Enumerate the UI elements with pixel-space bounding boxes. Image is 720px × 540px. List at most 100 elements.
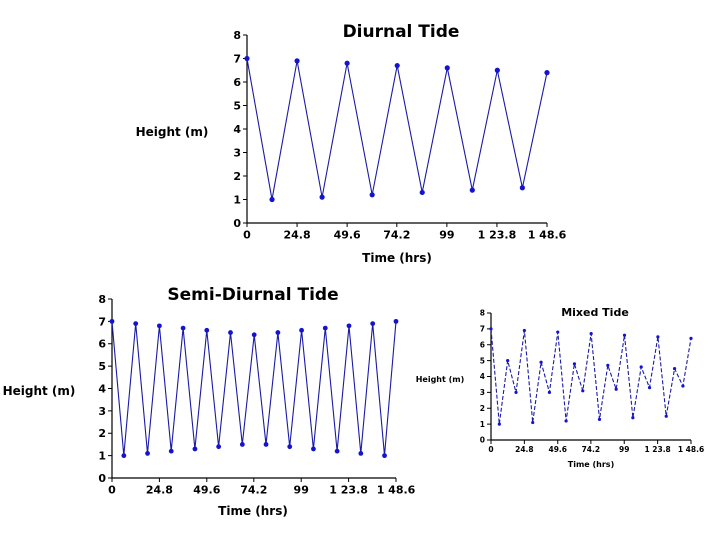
y-tick-label: 2 bbox=[233, 170, 241, 183]
x-tick-label: 49.6 bbox=[548, 445, 567, 454]
diurnal-tide-chart: Diurnal Tide Height (m) Time (hrs) 0 1 2 3 4… bbox=[136, 22, 567, 265]
data-point bbox=[672, 366, 677, 371]
data-point bbox=[394, 62, 400, 69]
data-point bbox=[519, 185, 525, 191]
data-point bbox=[216, 444, 222, 450]
data-point bbox=[639, 365, 643, 369]
x-tick-label: 99 bbox=[294, 484, 309, 497]
y-tick-label: 7 bbox=[480, 325, 485, 334]
chart-title: Mixed Tide bbox=[561, 306, 629, 319]
x-tick-label: 0 bbox=[488, 445, 493, 454]
data-point bbox=[494, 67, 500, 73]
y-tick-label: 0 bbox=[480, 436, 485, 445]
y-tick-label: 4 bbox=[98, 382, 106, 395]
data-point bbox=[228, 330, 233, 335]
axis-lines bbox=[111, 299, 396, 479]
data-point bbox=[204, 327, 210, 333]
y-tick-label: 6 bbox=[480, 340, 485, 349]
data-point bbox=[564, 419, 568, 423]
data-point bbox=[346, 323, 352, 329]
data-point bbox=[556, 330, 560, 334]
x-tick-label: 1 23.8 bbox=[644, 445, 670, 454]
data-point bbox=[506, 359, 510, 363]
data-point bbox=[334, 448, 340, 454]
data-point bbox=[319, 194, 325, 200]
x-tick-label: 49.6 bbox=[334, 229, 361, 242]
data-point bbox=[522, 328, 526, 333]
data-point bbox=[344, 60, 350, 66]
data-point bbox=[275, 330, 281, 335]
x-axis-ticks: 0 24.8 49.6 74.2 99 1 23.8 1 48.6 bbox=[488, 440, 704, 454]
y-tick-label: 0 bbox=[98, 472, 106, 485]
x-tick-label: 24.8 bbox=[515, 445, 534, 454]
data-point bbox=[497, 422, 501, 426]
data-point bbox=[156, 323, 162, 329]
x-axis-ticks: 0 24.8 49.6 74.2 99 1 23.8 1 48.6 bbox=[108, 478, 416, 497]
y-axis-label: Height (m) bbox=[136, 125, 209, 139]
data-point bbox=[369, 192, 375, 198]
data-point bbox=[547, 390, 552, 394]
y-tick-label: 8 bbox=[480, 309, 485, 318]
chart-title: Semi-Diurnal Tide bbox=[167, 285, 338, 305]
y-tick-label: 5 bbox=[480, 356, 485, 365]
data-point bbox=[544, 70, 550, 76]
data-point bbox=[622, 333, 627, 337]
x-tick-label: 74.2 bbox=[240, 484, 267, 497]
data-point bbox=[180, 325, 186, 331]
data-point bbox=[631, 416, 635, 420]
data-point bbox=[444, 65, 450, 71]
y-axis-label: Height (m) bbox=[3, 384, 76, 398]
data-point bbox=[572, 362, 577, 366]
y-tick-label: 7 bbox=[233, 52, 241, 65]
mixed-tide-chart: Mixed Tide Height (m) Time (hrs) 0 1 2 3 4 5 6… bbox=[416, 306, 704, 469]
x-tick-label: 74.2 bbox=[582, 445, 601, 454]
x-tick-label: 99 bbox=[619, 445, 629, 454]
y-tick-label: 4 bbox=[233, 123, 241, 136]
series-line bbox=[111, 321, 397, 456]
y-tick-label: 8 bbox=[233, 29, 241, 42]
data-point bbox=[121, 453, 127, 459]
data-point bbox=[393, 318, 399, 324]
x-tick-label: 99 bbox=[439, 229, 454, 242]
y-tick-label: 2 bbox=[480, 404, 485, 413]
data-point bbox=[539, 360, 543, 364]
data-point bbox=[251, 332, 257, 338]
data-point bbox=[109, 318, 115, 324]
y-tick-label: 0 bbox=[233, 217, 241, 230]
x-axis-label: Time (hrs) bbox=[218, 504, 288, 518]
data-point bbox=[656, 335, 660, 339]
data-point bbox=[294, 58, 300, 64]
axis-lines bbox=[246, 35, 547, 224]
y-axis-ticks: 0 1 2 3 4 5 6 7 8 bbox=[480, 309, 491, 445]
y-tick-label: 6 bbox=[233, 76, 241, 89]
data-point bbox=[358, 450, 364, 456]
y-tick-label: 1 bbox=[480, 420, 485, 429]
y-tick-label: 1 bbox=[233, 193, 241, 206]
y-tick-label: 3 bbox=[480, 388, 485, 397]
data-point bbox=[689, 336, 693, 340]
data-point bbox=[489, 327, 493, 331]
y-tick-label: 6 bbox=[98, 338, 106, 351]
data-point bbox=[299, 327, 304, 333]
x-tick-label: 1 48.6 bbox=[528, 229, 567, 242]
x-tick-label: 49.6 bbox=[193, 484, 220, 497]
series-marks bbox=[109, 318, 399, 459]
data-point bbox=[382, 453, 387, 459]
data-point bbox=[514, 390, 518, 394]
x-tick-label: 0 bbox=[243, 229, 251, 242]
data-point bbox=[681, 384, 685, 388]
chart-title: Diurnal Tide bbox=[343, 22, 460, 42]
x-tick-label: 1 48.6 bbox=[678, 445, 704, 454]
data-point bbox=[597, 417, 602, 421]
x-tick-label: 24.8 bbox=[146, 484, 173, 497]
data-point bbox=[269, 196, 275, 203]
data-point bbox=[322, 325, 328, 331]
x-tick-label: 74.2 bbox=[383, 229, 410, 242]
data-point bbox=[370, 321, 376, 327]
x-axis-ticks: 0 24.8 49.6 74.2 99 1 23.8 1 48.6 bbox=[243, 223, 567, 242]
axis-lines bbox=[490, 313, 691, 441]
x-tick-label: 1 23.8 bbox=[329, 484, 368, 497]
data-point bbox=[469, 187, 475, 193]
data-point bbox=[419, 189, 425, 196]
